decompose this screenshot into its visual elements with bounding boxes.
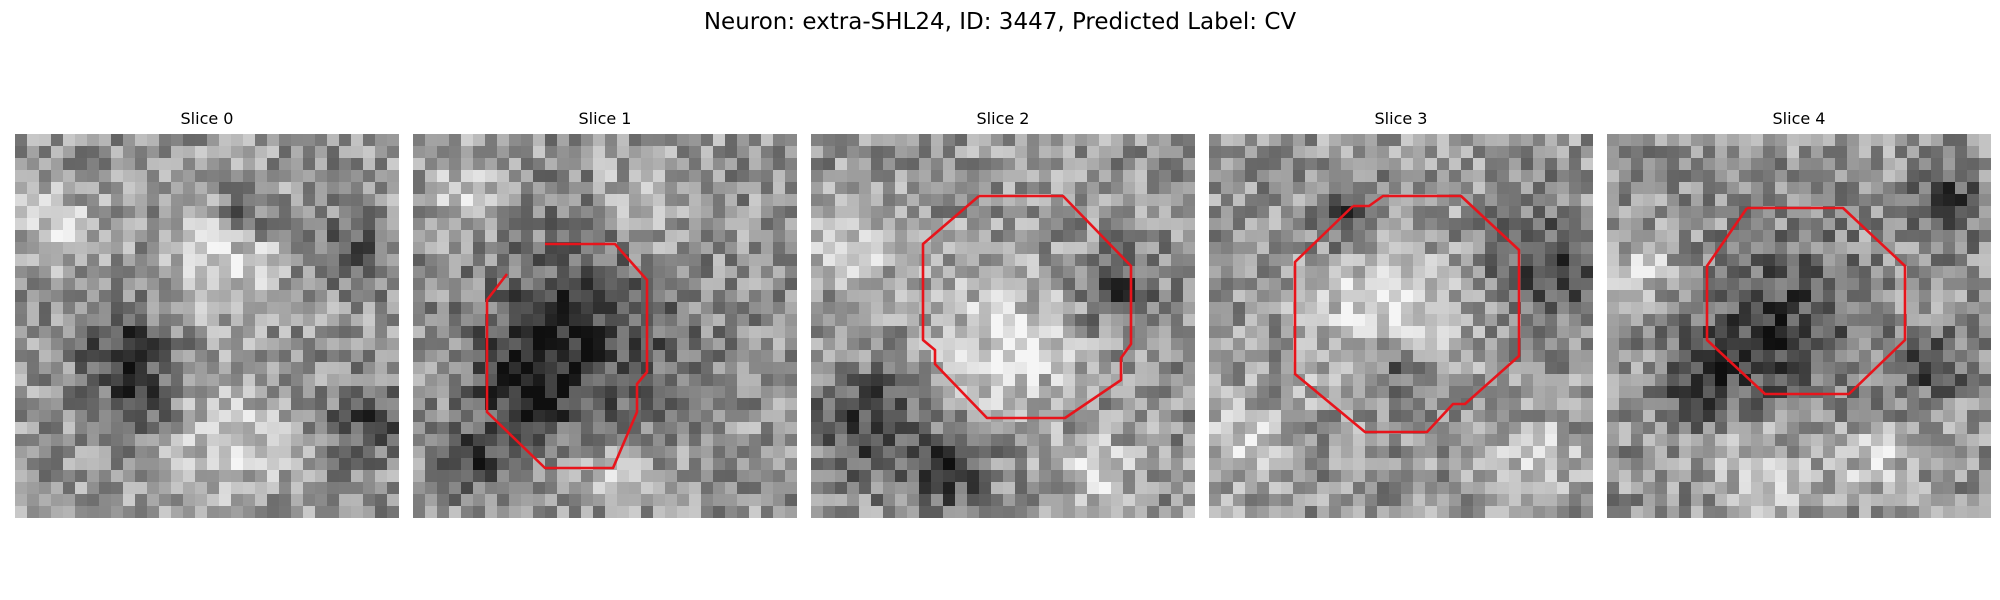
pixel-grid <box>15 134 399 518</box>
slice-image-1 <box>413 134 797 518</box>
slice-title-3: Slice 3 <box>1374 109 1428 128</box>
slice-title-1: Slice 1 <box>578 109 632 128</box>
pixel-grid <box>413 134 797 518</box>
slice-title-4: Slice 4 <box>1772 109 1826 128</box>
contour-outline-2 <box>921 194 1133 420</box>
contour-outline-3 <box>1293 194 1521 434</box>
pixel-grid <box>1607 134 1991 518</box>
slice-panel-3: Slice 3 <box>1209 108 1593 518</box>
figure-title: Neuron: extra-SHL24, ID: 3447, Predicted… <box>703 9 1297 35</box>
contour-outline-1 <box>485 242 649 470</box>
slice-image-0 <box>15 134 399 518</box>
contour-outline-4 <box>1705 206 1907 396</box>
slice-image-2 <box>811 134 1195 518</box>
slice-image-3 <box>1209 134 1593 518</box>
slice-title-0: Slice 0 <box>180 109 234 128</box>
pixel-grid <box>811 134 1195 518</box>
slice-panel-4: Slice 4 <box>1607 108 1991 518</box>
pixel-grid <box>1209 134 1593 518</box>
slice-title-2: Slice 2 <box>976 109 1030 128</box>
slice-panel-1: Slice 1 <box>413 108 797 518</box>
slice-image-4 <box>1607 134 1991 518</box>
slice-panel-2: Slice 2 <box>811 108 1195 518</box>
slice-panel-0: Slice 0 <box>15 108 399 518</box>
